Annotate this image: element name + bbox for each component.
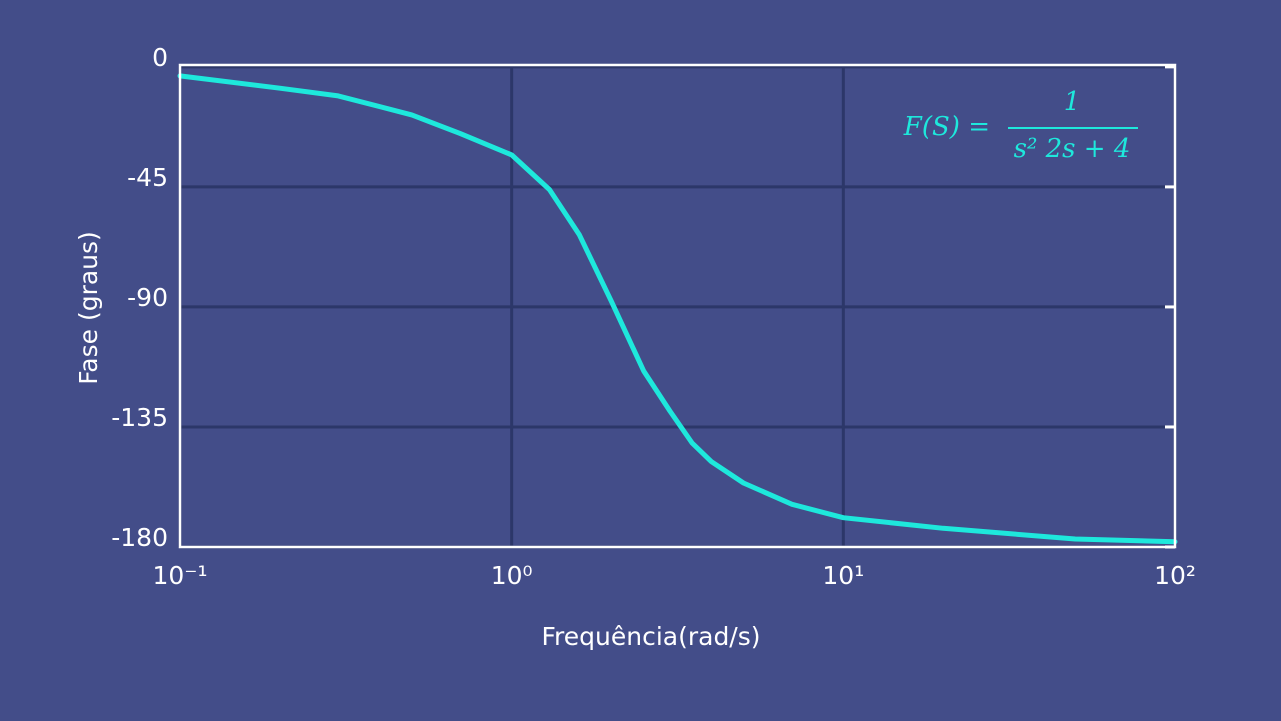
x-tick-label: 10⁰ xyxy=(491,561,533,590)
formula-denominator: s² 2s + 4 xyxy=(1014,134,1131,164)
x-tick-label: 10¹ xyxy=(822,561,864,590)
formula-numerator: 1 xyxy=(1064,87,1081,117)
y-tick-label: -90 xyxy=(127,283,168,312)
y-tick-label: -45 xyxy=(127,163,168,192)
marks xyxy=(177,73,1178,545)
y-tick-label: -135 xyxy=(111,403,168,432)
y-axis-label: Fase (graus) xyxy=(74,231,103,385)
y-tick-label: -180 xyxy=(111,523,168,552)
formula-lhs: F(S) = xyxy=(903,112,990,142)
x-axis-label: Frequência(rad/s) xyxy=(541,622,760,651)
phase-line xyxy=(177,73,1178,545)
x-tick-label: 10² xyxy=(1154,561,1196,590)
y-tick-label: 0 xyxy=(152,43,168,72)
x-tick-label: 10⁻¹ xyxy=(152,561,207,590)
